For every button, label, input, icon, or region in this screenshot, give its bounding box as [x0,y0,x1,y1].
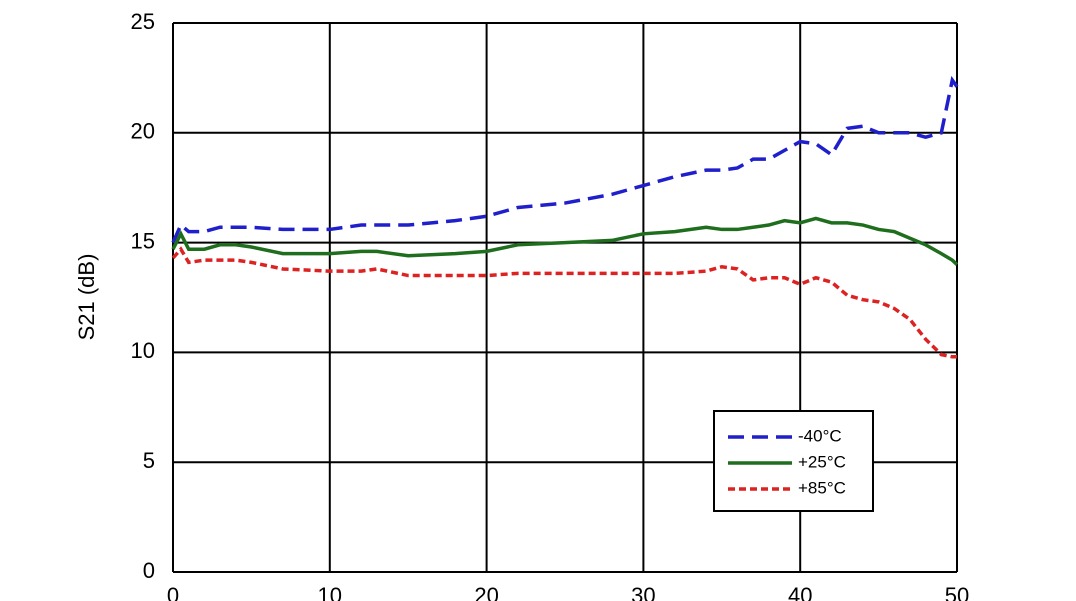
x-tick-label: 30 [631,583,655,601]
data-line [171,246,957,359]
legend-label: -40°C [798,426,842,445]
y-tick-label: 25 [131,9,155,34]
legend: -40°C +25°C +85°C [713,410,874,512]
data-line [171,75,959,244]
y-tick-label: 10 [131,338,155,363]
legend-label: +85°C [798,478,846,497]
legend-box [713,410,874,512]
legend-label: +25°C [798,452,846,471]
y-tick-label: 20 [131,119,155,144]
y-tick-label: 5 [143,448,155,473]
x-tick-label: 20 [474,583,498,601]
y-axis-label: S21 (dB) [74,254,99,341]
x-tick-label: 50 [945,583,969,601]
x-tick-label: 40 [788,583,812,601]
x-tick-label: 0 [167,583,179,601]
y-tick-label: 0 [143,558,155,583]
data-line [171,216,959,266]
x-tick-label: 10 [318,583,342,601]
y-tick-label: 15 [131,228,155,253]
